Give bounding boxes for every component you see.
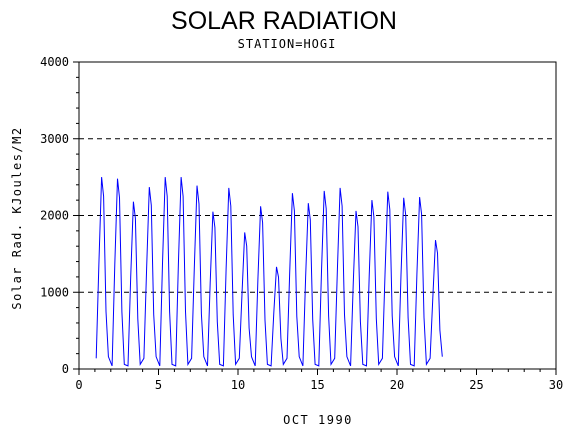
x-tick-label: 30: [549, 378, 563, 392]
x-tick-label: 25: [469, 378, 483, 392]
y-axis-label: Solar Rad. KJoules/M2: [10, 126, 24, 309]
x-tick-label: 10: [231, 378, 245, 392]
series-group: [95, 177, 443, 367]
x-tick-label: 0: [75, 378, 82, 392]
y-tick-label: 2000: [40, 209, 69, 223]
x-tick-label: 5: [155, 378, 162, 392]
x-axis-label: OCT 1990: [283, 413, 353, 427]
chart-title: SOLAR RADIATION: [171, 7, 397, 35]
grid-lines: [79, 61, 556, 370]
solar-radiation-line: [95, 177, 443, 367]
y-tick-label: 1000: [40, 285, 69, 299]
y-tick-label: 4000: [40, 55, 69, 69]
x-tick-label: 20: [390, 378, 404, 392]
y-tick-label: 3000: [40, 132, 69, 146]
x-tick-label: 15: [310, 378, 324, 392]
y-tick-label: 0: [62, 362, 69, 376]
chart-subtitle: STATION=HOGI: [238, 37, 337, 51]
ticks: 0 1000 2000 3000 4000 0 5 10 15 20 25 30: [40, 55, 563, 392]
